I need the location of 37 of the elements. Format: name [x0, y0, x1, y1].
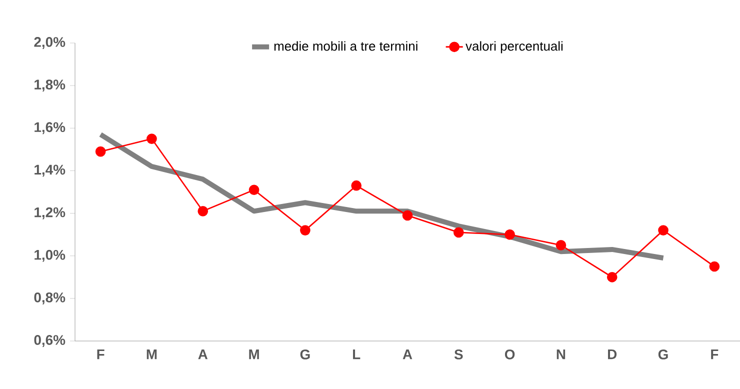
x-tick-label: M — [146, 350, 157, 360]
point — [453, 227, 464, 238]
y-tick-label: 1,0% — [34, 250, 66, 262]
point — [146, 134, 157, 144]
x-tick-label: L — [353, 350, 360, 360]
point — [658, 225, 668, 236]
point — [606, 272, 618, 282]
y-tick-label: 2,0% — [34, 37, 66, 49]
y-tick-label: 1,8% — [34, 80, 66, 92]
legend-label: medie mobili a tre termini — [274, 41, 418, 51]
point — [300, 225, 310, 236]
point — [402, 210, 413, 221]
y-tick-label: 1,4% — [34, 164, 66, 177]
y-tick-label: 1,6% — [34, 122, 66, 134]
x-tick-label: F — [711, 350, 718, 360]
point — [198, 206, 208, 216]
y-tick-label: 0,6% — [34, 335, 66, 347]
point — [248, 184, 260, 196]
x-tick-label: M — [249, 350, 259, 360]
x-tick-label: A — [198, 350, 208, 360]
x-tick-label: N — [556, 350, 566, 360]
line-series — [98, 132, 666, 260]
y-tick-label: 0,8% — [34, 292, 66, 304]
point — [95, 146, 106, 157]
legend-label: valori percentuali — [466, 41, 563, 54]
x-tick-label: D — [608, 350, 617, 360]
y-tick-label: 1,2% — [34, 207, 66, 220]
x-tick-label: G — [658, 349, 668, 360]
point — [504, 229, 515, 240]
point — [556, 240, 566, 250]
point — [351, 180, 362, 191]
point — [709, 261, 720, 272]
x-tick-label: O — [504, 349, 515, 360]
x-tick-label: G — [300, 349, 310, 360]
x-tick-label: F — [97, 350, 104, 360]
x-tick-label: A — [402, 350, 412, 360]
x-tick-label: S — [454, 349, 463, 360]
